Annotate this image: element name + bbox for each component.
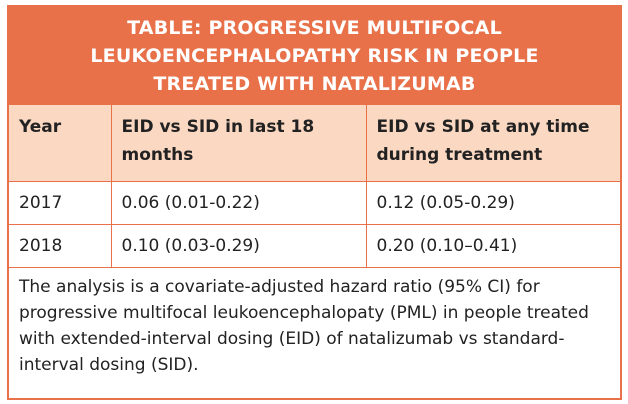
header-row: Year EID vs SID in last 18 months EID vs…	[9, 104, 620, 182]
cell: 0.20 (0.10–0.41)	[365, 224, 620, 268]
cell: 2017	[9, 181, 112, 225]
cell: 2018	[9, 224, 112, 268]
table-note: The analysis is a covariate-adjusted haz…	[19, 277, 589, 375]
header-cell: EID vs SID in last 18 months	[110, 104, 367, 182]
row: 2018 0.10 (0.03-0.29) 0.20 (0.10–0.41)	[9, 224, 620, 268]
table-card: TABLE: PROGRESSIVE MULTIFOCAL LEUKOENCEP…	[7, 5, 622, 400]
header-cell: EID vs SID at any time during treatment	[365, 104, 620, 182]
row: 2017 0.06 (0.01-0.22) 0.12 (0.05-0.29)	[9, 181, 620, 225]
cell: 0.10 (0.03-0.29)	[110, 224, 367, 268]
table-title: TABLE: PROGRESSIVE MULTIFOCAL LEUKOENCEP…	[9, 7, 620, 104]
header-cell: Year	[9, 104, 112, 182]
data-table: Year EID vs SID in last 18 months EID vs…	[9, 104, 620, 268]
cell: 0.12 (0.05-0.29)	[365, 181, 620, 225]
cell: 0.06 (0.01-0.22)	[110, 181, 367, 225]
